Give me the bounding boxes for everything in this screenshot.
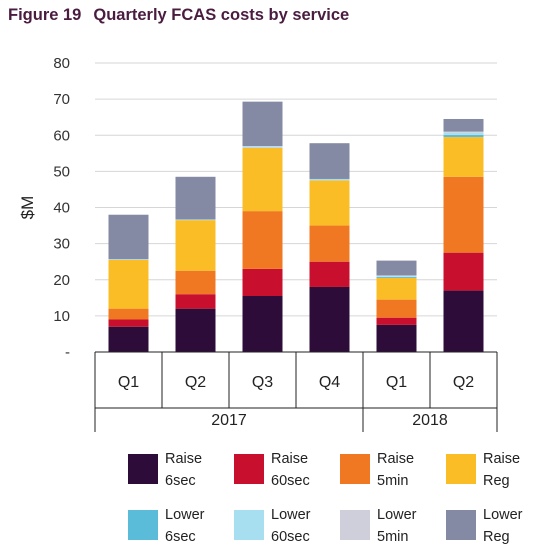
legend-swatch <box>340 454 370 484</box>
bar-segment-lower-reg <box>108 214 149 260</box>
y-tick-label: 50 <box>53 163 70 180</box>
x-category-label: Q1 <box>386 374 407 391</box>
y-tick-label: - <box>65 344 70 361</box>
bar-segment-raise-60sec <box>175 294 216 309</box>
y-tick-label: 40 <box>53 200 70 217</box>
bar-segment-raise-60sec <box>108 319 149 327</box>
bar-segment-lower-reg <box>309 143 350 179</box>
x-category-label: Q4 <box>319 374 340 391</box>
bar-segment-lower-reg <box>443 118 484 132</box>
bar-segment-raise-6sec <box>309 286 350 352</box>
bar-segment-raise-5min <box>309 225 350 262</box>
stacked-bar-chart: - 10 20 30 40 50 60 70 80 $M Q1 Q2 Q3 Q4 Q1 Q2 2017 2018 <box>18 55 498 432</box>
bar-segment-raise-reg <box>376 277 417 300</box>
bar-segment-raise-5min <box>376 299 417 318</box>
legend-label: Lower 60sec <box>271 507 311 545</box>
bar-segment-raise-60sec <box>443 252 484 291</box>
legend-label: Raise 6sec <box>165 451 203 489</box>
bar-segment-lower-5min <box>376 275 417 277</box>
bar-segment-lower-60sec <box>443 132 484 135</box>
bar-segment-lower-reg <box>376 260 417 276</box>
bar-segment-raise-6sec <box>242 296 283 352</box>
legend-swatch <box>340 510 370 540</box>
x-category-label: Q2 <box>453 374 474 391</box>
legend-swatch <box>128 510 158 540</box>
bar-segment-lower-6sec <box>376 276 417 278</box>
legend-item: Raise 60sec <box>234 448 334 498</box>
bar-segment-raise-6sec <box>108 326 149 352</box>
chart-title: Figure 19 Quarterly FCAS costs by service <box>8 6 349 25</box>
legend-item: Lower 6sec <box>128 504 228 554</box>
bar-segment-raise-60sec <box>309 261 350 287</box>
bar-segment-raise-6sec <box>443 290 484 352</box>
y-tick-label: 80 <box>53 55 70 72</box>
bar-segment-raise-reg <box>309 180 350 226</box>
y-tick-label: 30 <box>53 236 70 253</box>
legend-label: Raise 60sec <box>271 451 310 489</box>
bar-segment-lower-reg <box>242 101 283 147</box>
legend-swatch <box>446 454 476 484</box>
y-tick-label: 20 <box>53 272 70 289</box>
legend-item: Raise Reg <box>446 448 537 498</box>
legend-item: Lower 60sec <box>234 504 334 554</box>
bar-segment-raise-5min <box>443 176 484 253</box>
legend-item: Raise 5min <box>340 448 440 498</box>
bar-segment-lower-60sec <box>108 259 149 260</box>
x-group-label: 2018 <box>412 412 448 429</box>
x-group-label: 2017 <box>211 412 247 429</box>
legend-label: Lower Reg <box>483 507 523 545</box>
y-tick-label: 10 <box>53 308 70 325</box>
legend-swatch <box>234 510 264 540</box>
bar-segment-lower-60sec <box>175 219 216 221</box>
bar-segment-lower-60sec <box>242 146 283 148</box>
bar-segment-lower-6sec <box>443 134 484 138</box>
bar-segment-lower-60sec <box>376 276 417 277</box>
legend-label: Lower 5min <box>377 507 417 545</box>
legend-item: Lower Reg <box>446 504 537 554</box>
bar-segment-raise-5min <box>175 270 216 295</box>
legend-swatch <box>128 454 158 484</box>
bar-segment-raise-5min <box>242 211 283 269</box>
y-tick-label: 70 <box>53 91 70 108</box>
legend-swatch <box>234 454 264 484</box>
figure-title: Quarterly FCAS costs by service <box>93 6 350 24</box>
chart-legend: Raise 6sec Raise 60sec Raise 5min Raise Reg… <box>128 448 537 555</box>
legend-swatch <box>446 510 476 540</box>
x-category-label: Q1 <box>118 374 139 391</box>
legend-item: Lower 5min <box>340 504 440 554</box>
x-category-label: Q2 <box>185 374 206 391</box>
bar-segment-raise-6sec <box>376 324 417 352</box>
y-tick-label: 60 <box>53 127 70 144</box>
bar-segment-raise-5min <box>108 308 149 320</box>
bar-segment-raise-reg <box>443 137 484 177</box>
bar-segment-raise-reg <box>175 220 216 271</box>
legend-label: Raise 5min <box>377 451 415 489</box>
figure-number: Figure 19 <box>8 6 82 24</box>
x-category-label: Q3 <box>252 374 273 391</box>
y-axis-label: $M <box>18 196 37 220</box>
bar-segment-lower-5min <box>242 146 283 147</box>
bar-segment-lower-5min <box>443 131 484 133</box>
bar-segment-lower-reg <box>175 176 216 220</box>
bar-segment-raise-6sec <box>175 308 216 352</box>
bar-segment-lower-60sec <box>309 178 350 181</box>
bar-segment-raise-60sec <box>242 268 283 297</box>
bar-segment-raise-reg <box>108 259 149 309</box>
bar-segment-raise-reg <box>242 147 283 212</box>
bar-segment-raise-60sec <box>376 317 417 325</box>
legend-item: Raise 6sec <box>128 448 228 498</box>
legend-label: Lower 6sec <box>165 507 205 545</box>
legend-label: Raise Reg <box>483 451 521 489</box>
